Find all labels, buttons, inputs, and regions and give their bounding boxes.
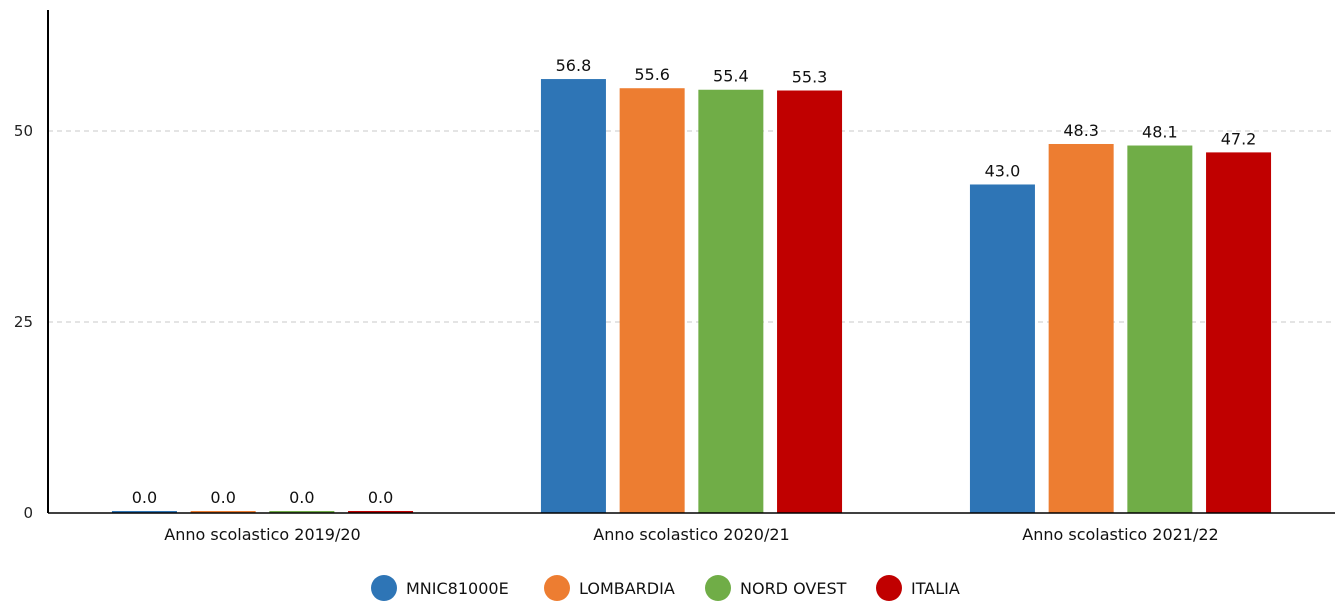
- y-tick-label: 25: [14, 313, 33, 331]
- data-label: 48.1: [1142, 123, 1178, 142]
- bar-lombardia-1[interactable]: [619, 88, 685, 513]
- data-labels: 0.0 0.0 0.0 0.0 56.8 55.6 55.4 55.3 43.0 48.3 48.1…: [132, 56, 1257, 507]
- data-label: 43.0: [985, 161, 1021, 180]
- y-tick-label: 0: [23, 504, 33, 522]
- bars: [111, 79, 1272, 514]
- bar-lombardia-2[interactable]: [1048, 143, 1114, 513]
- bar-italia-2[interactable]: [1206, 152, 1272, 513]
- data-label: 0.0: [132, 488, 157, 507]
- legend[interactable]: MNIC81000E LOMBARDIA NORD OVEST ITALIA: [371, 575, 960, 601]
- x-tick-label: Anno scolastico 2020/21: [593, 525, 789, 544]
- bar-italia-0[interactable]: [348, 511, 414, 513]
- data-label: 55.6: [634, 65, 670, 84]
- legend-marker: [876, 575, 902, 601]
- bar-nord-ovest-2[interactable]: [1127, 145, 1193, 514]
- bar-mnic81000e-2[interactable]: [969, 184, 1035, 514]
- y-tick-label: 50: [14, 122, 33, 140]
- legend-item-mnic81000e[interactable]: MNIC81000E: [371, 575, 509, 601]
- data-label: 0.0: [289, 488, 314, 507]
- legend-item-lombardia[interactable]: LOMBARDIA: [544, 575, 675, 601]
- bar-italia-1[interactable]: [777, 90, 843, 514]
- legend-item-italia[interactable]: ITALIA: [876, 575, 960, 601]
- bar-mnic81000e-1[interactable]: [540, 79, 606, 513]
- legend-label: LOMBARDIA: [579, 579, 675, 598]
- legend-label: NORD OVEST: [740, 579, 847, 598]
- legend-label: ITALIA: [911, 579, 960, 598]
- legend-marker: [544, 575, 570, 601]
- y-tick-labels: 0 25 50: [14, 122, 33, 522]
- data-label: 55.4: [713, 67, 749, 86]
- x-tick-label: Anno scolastico 2019/20: [164, 525, 360, 544]
- data-label: 48.3: [1063, 121, 1099, 140]
- legend-marker: [705, 575, 731, 601]
- data-label: 55.3: [792, 68, 828, 87]
- data-label: 0.0: [368, 488, 393, 507]
- legend-label: MNIC81000E: [406, 579, 509, 598]
- data-label: 56.8: [556, 56, 592, 75]
- legend-item-nord-ovest[interactable]: NORD OVEST: [705, 575, 847, 601]
- x-tick-label: Anno scolastico 2021/22: [1022, 525, 1218, 544]
- bar-nord-ovest-0[interactable]: [269, 511, 335, 513]
- x-tick-labels: Anno scolastico 2019/20 Anno scolastico 2…: [164, 525, 1218, 544]
- axes: [47, 10, 1335, 514]
- bar-nord-ovest-1[interactable]: [698, 89, 764, 513]
- bar-mnic81000e-0[interactable]: [111, 511, 177, 513]
- data-label: 47.2: [1221, 129, 1257, 148]
- bar-lombardia-0[interactable]: [190, 511, 256, 513]
- legend-marker: [371, 575, 397, 601]
- data-label: 0.0: [210, 488, 235, 507]
